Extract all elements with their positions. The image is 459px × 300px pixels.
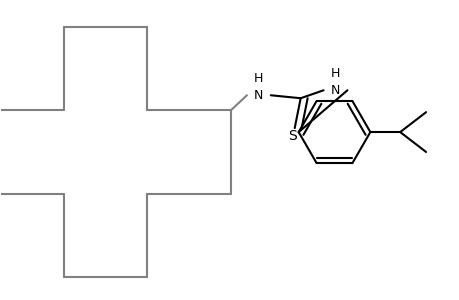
Text: N: N <box>254 89 263 102</box>
Text: S: S <box>288 129 297 143</box>
Text: H: H <box>330 67 340 80</box>
Text: N: N <box>330 84 340 97</box>
Text: H: H <box>254 72 263 85</box>
